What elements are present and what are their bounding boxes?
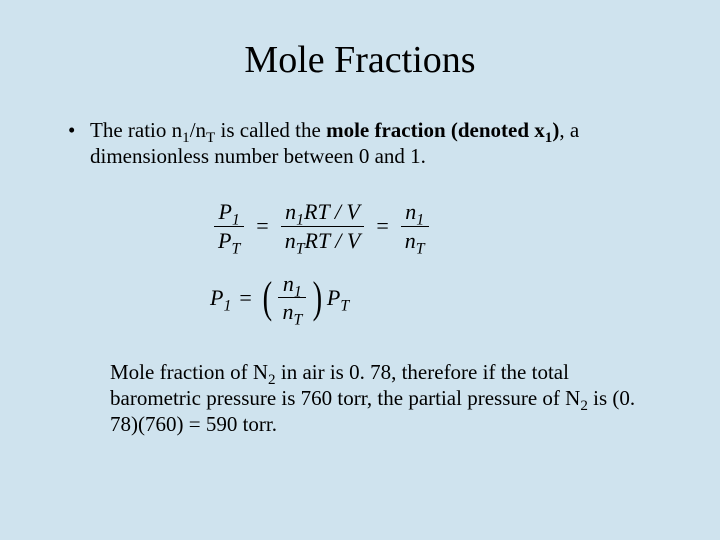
t: T xyxy=(293,312,302,329)
equals: = xyxy=(256,213,268,239)
equations-block: P1 PT = n1RT / V nTRT / V = n1 nT P1 = ( xyxy=(210,199,670,324)
slide-title: Mole Fractions xyxy=(50,38,670,82)
t: PT xyxy=(327,285,349,311)
fraction: P1 PT xyxy=(214,199,244,253)
t: P xyxy=(218,199,231,224)
t: P xyxy=(218,228,231,253)
t: The ratio n xyxy=(90,118,182,142)
paren-right: ) xyxy=(313,278,323,318)
t: T xyxy=(296,240,305,257)
paren-left: ( xyxy=(262,278,272,318)
fraction-bar xyxy=(281,226,365,227)
t: P xyxy=(327,285,340,310)
t: RT / V xyxy=(304,199,360,224)
equals: = xyxy=(376,213,388,239)
bullet-marker: • xyxy=(68,118,90,169)
t: n xyxy=(405,199,416,224)
equals: = xyxy=(239,285,251,311)
t: /n xyxy=(190,118,206,142)
equation-1: P1 PT = n1RT / V nTRT / V = n1 nT xyxy=(210,199,670,253)
fraction-bar xyxy=(214,226,244,227)
bullet-text: The ratio n1/nT is called the mole fract… xyxy=(90,118,660,169)
t: T xyxy=(416,240,425,257)
t: 2 xyxy=(580,398,588,414)
paren-group: ( n1 nT ) xyxy=(260,271,325,325)
t: n xyxy=(285,199,296,224)
t: P xyxy=(210,285,223,310)
t: is called the xyxy=(215,118,326,142)
t: Mole fraction of N xyxy=(110,360,268,384)
conclusion-text: Mole fraction of N2 in air is 0. 78, the… xyxy=(110,360,640,437)
fraction-bar xyxy=(278,297,306,298)
fraction: n1 nT xyxy=(278,271,306,325)
t: 1 xyxy=(223,297,231,314)
equation-2: P1 = ( n1 nT ) PT xyxy=(210,271,670,325)
t: mole fraction (denoted x xyxy=(326,118,545,142)
t: RT / V xyxy=(305,228,361,253)
fraction: n1RT / V nTRT / V xyxy=(281,199,365,253)
t: n xyxy=(405,228,416,253)
fraction: n1 nT xyxy=(401,199,429,253)
t: n xyxy=(283,271,294,296)
bullet-item: • The ratio n1/nT is called the mole fra… xyxy=(68,118,660,169)
t: n xyxy=(282,299,293,324)
slide: Mole Fractions • The ratio n1/nT is call… xyxy=(0,0,720,540)
fraction-bar xyxy=(401,226,429,227)
t: n xyxy=(285,228,296,253)
t: T xyxy=(340,297,349,314)
t: P1 xyxy=(210,285,231,311)
t: T xyxy=(231,240,240,257)
